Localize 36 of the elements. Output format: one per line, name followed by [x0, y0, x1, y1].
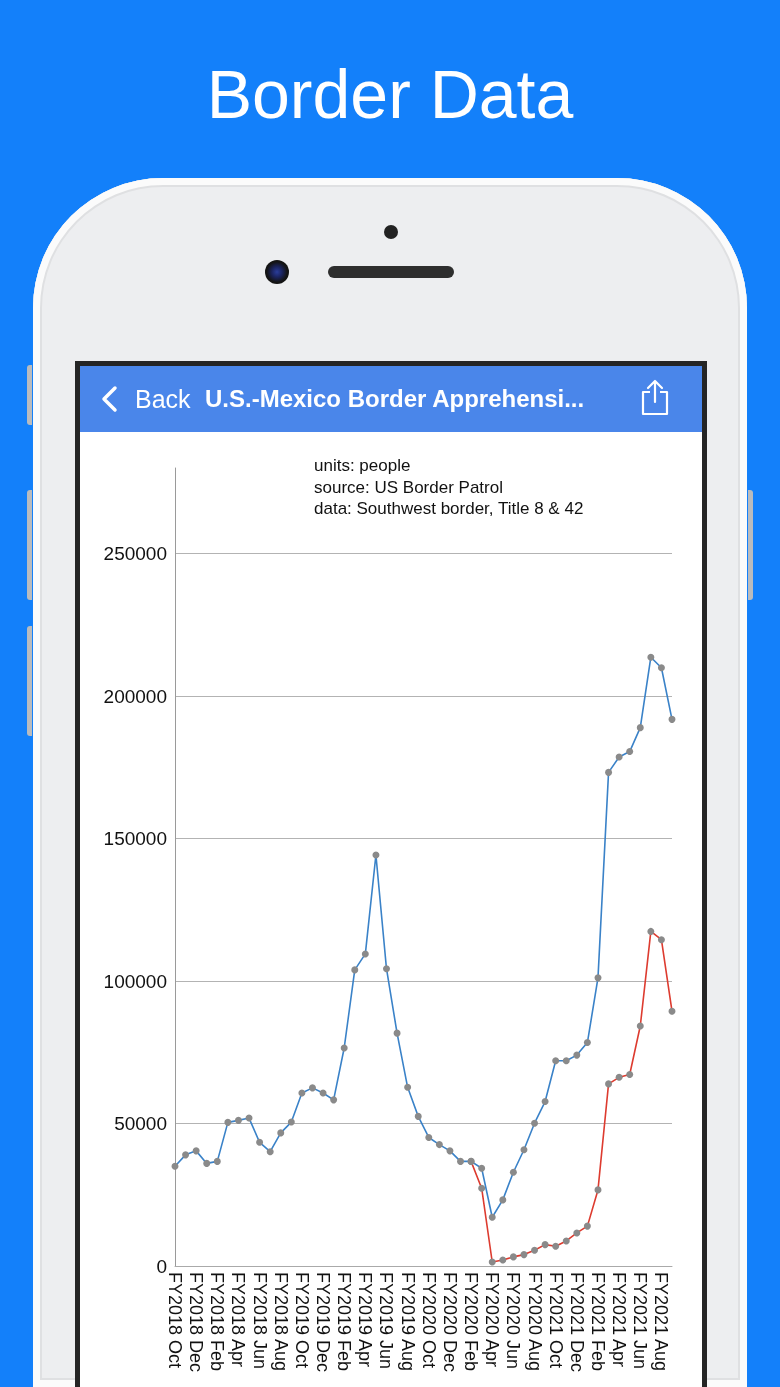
y-tick-label: 200000 — [103, 685, 167, 707]
x-tick-label: FY2019 Jun — [376, 1272, 397, 1370]
annotation: units: people — [314, 455, 412, 477]
x-tick-label: FY2018 Feb — [207, 1272, 228, 1372]
x-tick-label: FY2021 Dec — [566, 1272, 587, 1373]
x-tick-label: FY2021 Feb — [587, 1272, 608, 1372]
x-tick-label: FY2019 Dec — [313, 1272, 334, 1373]
text: Back — [135, 384, 191, 414]
x-tick-label: FY2020 Dec — [439, 1272, 460, 1373]
x-tick-label: FY2019 Oct — [291, 1272, 312, 1369]
x-tick-label: FY2018 Jun — [249, 1272, 270, 1370]
x-tick-label: FY2021 Oct — [545, 1272, 566, 1369]
annotation: data: Southwest border, Title 8 & 42 — [314, 498, 584, 520]
annotation: source: US Border Patrol — [314, 476, 504, 498]
x-tick-label: FY2021 Jun — [630, 1272, 651, 1370]
x-tick-label: FY2019 Aug — [397, 1272, 418, 1372]
x-tick-label: FY2021 Aug — [651, 1272, 672, 1372]
x-tick-label: FY2020 Apr — [482, 1272, 503, 1368]
y-tick-label: 150000 — [103, 828, 167, 849]
x-tick-label: FY2020 Oct — [418, 1272, 439, 1369]
x-tick-label: FY2018 Dec — [186, 1272, 207, 1373]
x-tick-label: FY2018 Aug — [270, 1272, 291, 1372]
x-tick-label: FY2018 Oct — [165, 1272, 185, 1369]
chart-subtitle: U.S.-Mexico Border Apprehensi... — [205, 384, 586, 414]
x-tick-label: FY2021 Apr — [609, 1272, 630, 1368]
x-tick-label: FY2020 Jun — [503, 1272, 524, 1370]
x-tick-label: FY2019 Feb — [334, 1272, 355, 1372]
chart-title: Border Data — [205, 55, 575, 134]
y-tick-label: 250000 — [103, 543, 167, 564]
y-tick-label: 100000 — [103, 970, 167, 992]
y-tick-label: 50000 — [114, 1113, 167, 1134]
x-tick-label: FY2018 Apr — [228, 1272, 249, 1368]
x-tick-label: FY2020 Aug — [524, 1272, 545, 1372]
x-tick-label: FY2020 Feb — [461, 1272, 482, 1372]
y-tick-label: 0 — [156, 1255, 167, 1277]
x-tick-label: FY2019 Apr — [355, 1272, 376, 1368]
